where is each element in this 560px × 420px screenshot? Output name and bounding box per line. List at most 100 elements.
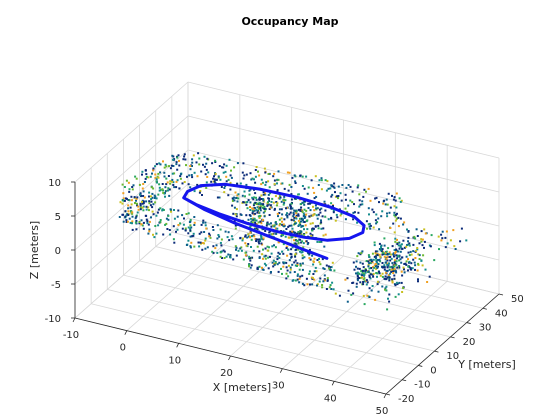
occupied-voxel: [421, 244, 424, 247]
occupied-voxel: [286, 212, 288, 215]
occupied-voxel: [379, 274, 382, 277]
occupied-voxel: [254, 212, 257, 215]
occupied-voxel: [301, 257, 304, 260]
occupied-voxel: [257, 170, 259, 173]
occupied-voxel: [352, 211, 355, 214]
occupied-voxel: [210, 180, 213, 183]
occupied-voxel: [172, 165, 175, 167]
occupied-voxel: [361, 262, 364, 265]
occupied-voxel: [282, 223, 285, 226]
occupied-voxel: [134, 221, 137, 224]
occupied-voxel: [207, 171, 210, 174]
occupied-voxel: [378, 248, 381, 250]
x-tick-label: 10: [168, 355, 181, 366]
occupied-voxel: [395, 281, 398, 284]
occupied-voxel: [286, 216, 289, 219]
occupied-voxel: [181, 214, 184, 217]
occupied-voxel: [183, 153, 186, 156]
occupied-voxel: [303, 284, 306, 287]
occupied-voxel: [313, 191, 316, 194]
occupied-voxel: [308, 252, 311, 255]
occupied-voxel: [365, 190, 367, 193]
occupied-voxel: [385, 257, 388, 260]
occupied-voxel: [279, 196, 282, 199]
occupied-voxel: [229, 254, 232, 256]
occupied-voxel: [161, 183, 164, 185]
occupied-voxel: [300, 203, 303, 205]
occupied-voxel: [148, 228, 151, 231]
occupied-voxel: [310, 276, 313, 279]
y-tick-label: 10: [446, 351, 459, 362]
occupied-voxel: [380, 247, 383, 250]
occupied-voxel: [312, 186, 315, 189]
occupied-voxel: [296, 273, 299, 276]
occupied-voxel: [237, 193, 240, 196]
occupied-voxel: [332, 211, 335, 214]
occupied-voxel: [267, 197, 270, 200]
occupied-voxel: [151, 210, 154, 213]
occupied-voxel: [413, 235, 416, 238]
occupied-voxel: [359, 261, 362, 264]
occupied-voxel: [200, 231, 203, 234]
occupied-voxel: [196, 175, 199, 178]
occupied-voxel: [395, 192, 398, 195]
occupied-voxel: [389, 227, 392, 229]
occupied-voxel: [390, 265, 393, 268]
occupied-voxel: [292, 279, 295, 282]
occupied-voxel: [236, 162, 239, 165]
occupied-voxel: [257, 240, 260, 243]
occupied-voxel: [395, 260, 398, 263]
occupied-voxel: [392, 252, 395, 255]
occupied-voxel: [302, 212, 305, 215]
occupied-voxel: [167, 214, 170, 217]
occupied-voxel: [243, 190, 246, 193]
occupied-voxel: [367, 187, 370, 190]
x-tick-label: -10: [63, 330, 79, 341]
occupied-voxel: [162, 191, 165, 194]
occupied-voxel: [417, 278, 419, 281]
occupied-voxel: [362, 278, 365, 281]
occupied-voxel: [440, 239, 443, 242]
occupied-voxel: [173, 241, 176, 244]
occupied-voxel: [314, 204, 317, 207]
occupied-voxel: [314, 225, 317, 228]
occupied-voxel: [157, 208, 160, 211]
occupied-voxel: [175, 161, 178, 164]
occupied-voxel: [183, 217, 185, 220]
occupied-voxel: [228, 239, 231, 242]
occupied-voxel: [395, 249, 398, 252]
occupied-voxel: [142, 209, 145, 212]
occupied-voxel: [362, 272, 365, 275]
occupied-voxel: [369, 262, 372, 265]
floor-grid-y: [171, 231, 483, 309]
occupied-voxel: [403, 221, 406, 224]
occupied-voxel: [165, 222, 168, 225]
occupied-voxel: [250, 235, 253, 238]
occupied-voxel: [189, 227, 192, 230]
occupied-voxel: [267, 180, 270, 183]
occupied-voxel: [234, 191, 237, 194]
occupied-voxel: [381, 252, 384, 254]
occupied-voxel: [397, 293, 400, 296]
occupied-voxel: [145, 175, 148, 178]
occupied-voxel: [397, 225, 400, 228]
occupied-voxel: [191, 161, 194, 164]
occupied-voxel: [420, 240, 423, 243]
occupied-voxel: [148, 230, 151, 233]
occupied-voxel: [290, 248, 293, 251]
occupied-voxel: [347, 289, 350, 292]
occupied-voxel: [235, 196, 238, 199]
occupied-voxel: [368, 276, 371, 278]
occupied-voxel: [280, 233, 283, 236]
occupied-voxel: [405, 260, 408, 263]
occupied-voxel: [246, 201, 249, 203]
occupied-voxel: [260, 198, 263, 200]
occupied-voxel: [153, 197, 156, 199]
occupied-voxel: [400, 261, 403, 264]
occupied-voxel: [223, 187, 226, 189]
occupied-voxel: [377, 265, 379, 268]
occupied-voxel: [169, 167, 172, 170]
occupied-voxel: [176, 228, 179, 231]
y-tick-mark: [385, 393, 391, 396]
occupied-voxel: [268, 214, 271, 216]
